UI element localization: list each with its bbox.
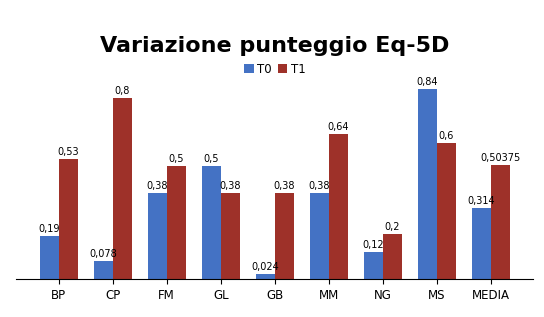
Text: 0,314: 0,314 (467, 196, 495, 206)
Bar (364, 252, 383, 279)
Text: 0,50375: 0,50375 (480, 153, 520, 163)
Text: 0,64: 0,64 (327, 122, 349, 132)
Bar (166, 166, 186, 279)
Bar (113, 98, 132, 279)
Bar (59, 159, 78, 279)
Bar (383, 234, 401, 279)
Bar (310, 193, 329, 279)
Bar (94, 261, 113, 279)
Text: 0,6: 0,6 (438, 131, 454, 141)
Bar (256, 274, 275, 279)
Text: 0,53: 0,53 (57, 147, 79, 157)
Text: 0,19: 0,19 (39, 224, 60, 234)
Text: 0,5: 0,5 (169, 154, 184, 164)
Text: 0,38: 0,38 (308, 181, 330, 191)
Bar (491, 165, 510, 279)
Text: 0,2: 0,2 (385, 222, 400, 232)
Text: 0,8: 0,8 (114, 86, 130, 96)
Text: 0,078: 0,078 (89, 249, 117, 260)
Bar (221, 193, 239, 279)
Bar (275, 193, 294, 279)
Bar (329, 134, 348, 279)
Bar (148, 193, 166, 279)
Bar (437, 143, 456, 279)
Title: Variazione punteggio Eq-5D: Variazione punteggio Eq-5D (100, 36, 449, 55)
Text: 0,38: 0,38 (219, 181, 241, 191)
Text: 0,024: 0,024 (251, 262, 279, 272)
Bar (40, 236, 59, 279)
Text: 0,12: 0,12 (362, 240, 384, 250)
Bar (418, 89, 437, 279)
Bar (472, 208, 491, 279)
Text: 0,38: 0,38 (274, 181, 295, 191)
Text: 0,5: 0,5 (203, 154, 219, 164)
Bar (202, 166, 221, 279)
Text: 0,38: 0,38 (146, 181, 168, 191)
Text: 0,84: 0,84 (417, 77, 438, 87)
Legend: T0, T1: T0, T1 (244, 63, 305, 76)
